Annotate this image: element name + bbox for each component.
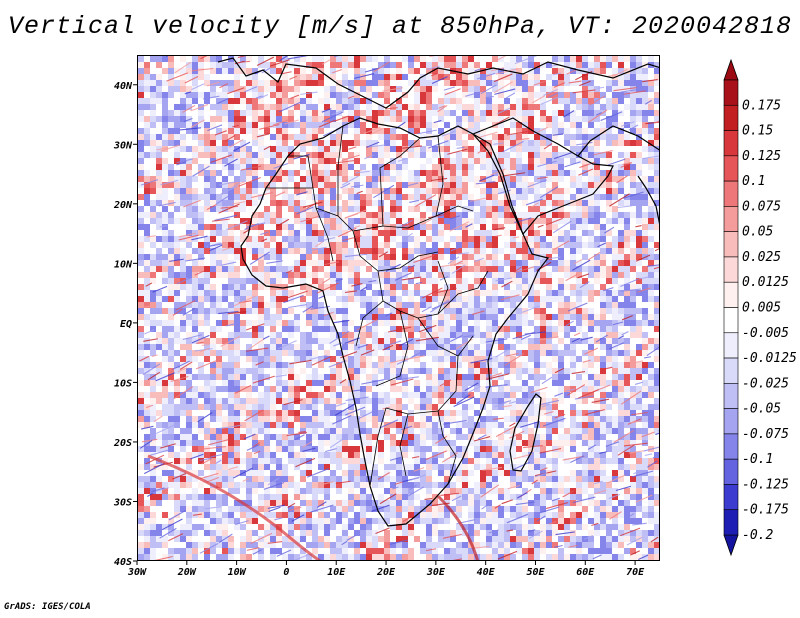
colorbar-swatch [723, 281, 739, 308]
colorbar-label: 0.125 [742, 149, 781, 164]
colorbar-label: -0.2 [742, 528, 773, 543]
colorbar-label: 0.025 [742, 250, 781, 265]
colorbar-min-arrow [723, 534, 739, 557]
colorbar-label: -0.1 [742, 452, 773, 467]
colorbar-swatch [723, 155, 739, 182]
colorbar-label: -0.005 [742, 326, 789, 341]
colorbar-swatch [723, 79, 739, 106]
y-tick-label: 20S [113, 438, 132, 449]
map-panel [137, 55, 660, 561]
colorbar-swatch [723, 357, 739, 384]
colorbar-swatch [723, 104, 739, 131]
colorbar-swatch [723, 256, 739, 283]
colorbar-label: -0.075 [742, 427, 789, 442]
y-tick-label: 20N [113, 200, 133, 211]
colorbar-swatch [723, 408, 739, 435]
madagascar-coastline [509, 393, 542, 472]
x-tick-label: 10E [327, 567, 346, 578]
x-tick-label: 20W [177, 567, 197, 578]
chart-title: Vertical velocity [m/s] at 850hPa, VT: 2… [7, 12, 793, 41]
land-boundaries [217, 57, 659, 527]
x-tick-label: 40E [477, 567, 496, 578]
colorbar: 0.175 0.15 0.125 0.1 0.075 0.05 0.025 0.0125 0.0… [723, 58, 797, 557]
y-tick-label: 30S [113, 497, 132, 508]
colorbar-swatch [723, 383, 739, 409]
arabian-peninsula-coastline [471, 117, 614, 236]
y-axis: 40N 30N 20N 10N EQ 10S 20S 30S 40S [113, 81, 137, 568]
x-tick-label: 30E [426, 567, 446, 578]
country-borders [266, 125, 489, 487]
x-tick-label: 50E [526, 567, 545, 578]
y-tick-label: 40N [114, 81, 133, 92]
colorbar-swatch [723, 307, 739, 334]
x-tick-label: 20E [376, 567, 396, 578]
colorbar-swatch [723, 206, 739, 232]
colorbar-label: -0.175 [742, 503, 789, 518]
iran-coastline [577, 125, 659, 157]
x-tick-label: 30W [127, 567, 147, 578]
colorbar-label: -0.125 [742, 477, 789, 492]
colorbar-max-arrow [723, 58, 739, 81]
colorbar-swatch [723, 433, 739, 460]
colorbar-label: 0.075 [742, 199, 781, 214]
colorbar-swatch [723, 484, 739, 511]
y-tick-label: EQ [120, 319, 132, 330]
y-tick-label: 40S [114, 557, 132, 568]
colorbar-swatch [723, 332, 739, 359]
y-tick-label: 10S [114, 378, 132, 389]
colorbar-label: 0.175 [742, 98, 781, 113]
x-tick-label: 60E [576, 567, 595, 578]
colorbar-swatch [723, 509, 739, 536]
x-axis: 30W 20W 10W 0 10E 20E 30E 40E 50E 60E 70E [127, 561, 645, 578]
india-coastline [637, 175, 659, 225]
colorbar-label: 0.15 [742, 124, 773, 139]
africa-coastline [240, 117, 550, 527]
x-tick-label: 10W [228, 567, 247, 578]
colorbar-swatch [723, 180, 739, 207]
colorbar-label: -0.025 [742, 376, 789, 391]
colorbar-label: 0.005 [742, 301, 781, 316]
colorbar-swatch [723, 231, 739, 258]
velocity-field [138, 56, 659, 560]
x-tick-label: 70E [626, 567, 645, 578]
y-tick-label: 30N [113, 140, 133, 151]
x-tick-label: 0 [283, 567, 289, 578]
colorbar-swatch [723, 458, 739, 485]
colorbar-label: 0.1 [742, 174, 765, 189]
colorbar-label: 0.0125 [742, 275, 789, 290]
grads-credit: GrADS: IGES/COLA [4, 602, 91, 612]
europe-coastline [217, 57, 659, 109]
colorbar-label: -0.05 [742, 402, 781, 417]
colorbar-swatch [723, 130, 739, 157]
field-streaks [139, 56, 659, 560]
colorbar-label: -0.0125 [742, 351, 797, 366]
colorbar-label: 0.05 [742, 225, 773, 240]
y-tick-label: 10N [114, 259, 133, 270]
field-background [138, 56, 659, 560]
